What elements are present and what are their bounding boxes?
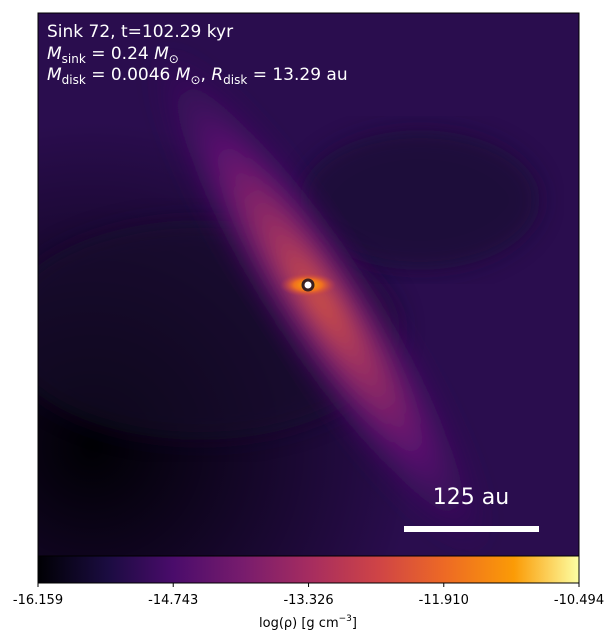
scale-bar-label: 125 au xyxy=(433,485,509,510)
sink-label: Sink 72, t=102.29 kyr xyxy=(47,22,233,42)
colorbar xyxy=(37,555,580,584)
scale-bar xyxy=(404,526,539,532)
colorbar-tick-label: -10.494 xyxy=(554,593,604,608)
sink-mass: Msink = 0.24 M⊙ xyxy=(47,44,179,66)
colorbar-label: log(ρ) [g cm−3] xyxy=(259,614,357,631)
colorbar-tick-label: -13.326 xyxy=(283,593,333,608)
colorbar-tick-label: -16.159 xyxy=(13,593,63,608)
colorbar-tick-label: -11.910 xyxy=(419,593,469,608)
disk-properties: Mdisk = 0.0046 M⊙, Rdisk = 13.29 au xyxy=(47,65,348,87)
colorbar-tick-label: -14.743 xyxy=(148,593,198,608)
density-map xyxy=(38,13,579,556)
